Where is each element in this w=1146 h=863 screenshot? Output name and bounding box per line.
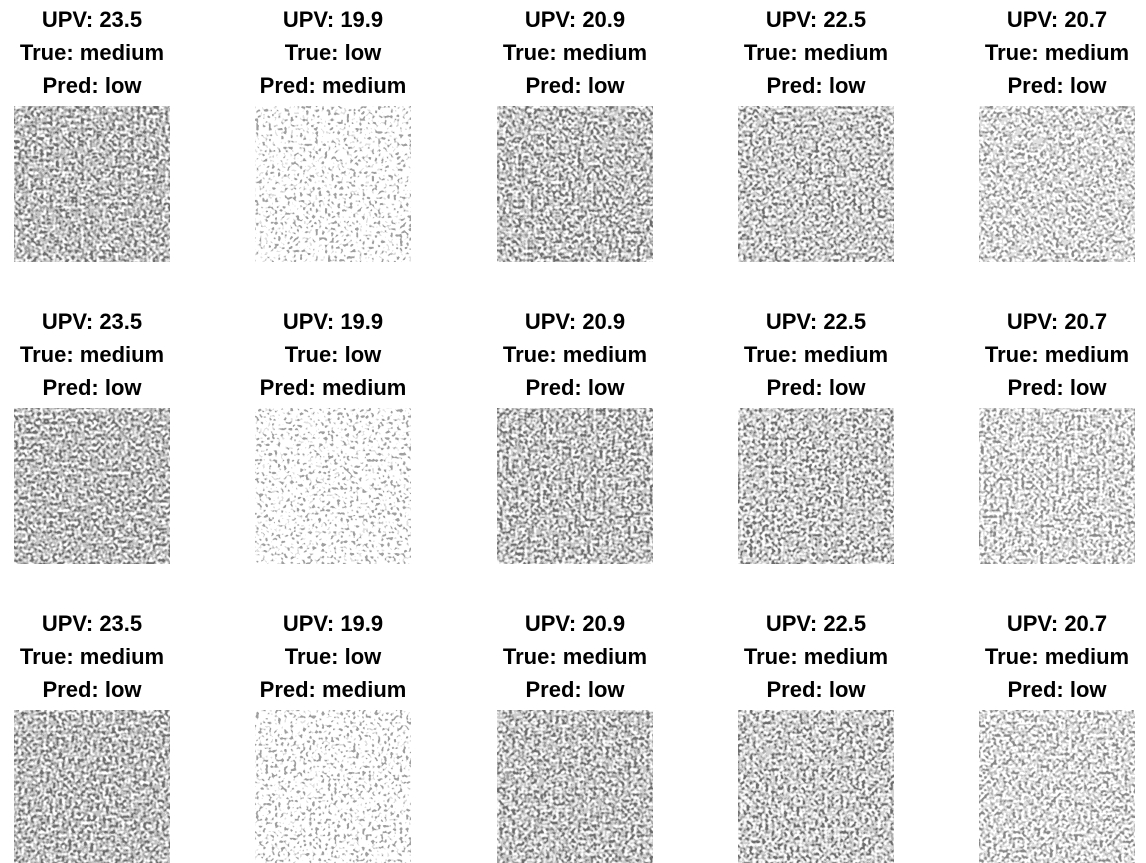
panel-title-line: True: low [285, 342, 382, 367]
panel-title-line: UPV: 23.5 [42, 611, 142, 636]
panel-title-line: True: medium [503, 644, 647, 669]
noise-image [497, 408, 653, 564]
noise-image [738, 408, 894, 564]
panel-title-line: UPV: 20.9 [525, 7, 625, 32]
panel-title-line: True: medium [744, 342, 888, 367]
panel-title-line: Pred: medium [260, 375, 407, 400]
panel-title-line: UPV: 20.9 [525, 611, 625, 636]
panel-title-line: True: medium [503, 342, 647, 367]
panel-title-line: UPV: 22.5 [766, 611, 866, 636]
panel-title-line: True: medium [20, 40, 164, 65]
panel-title-line: Pred: low [525, 677, 625, 702]
panel-title-line: True: medium [20, 342, 164, 367]
panel-title-line: UPV: 20.7 [1007, 7, 1107, 32]
noise-image [738, 106, 894, 262]
panel-title-line: Pred: low [766, 677, 866, 702]
panel-title-line: Pred: medium [260, 677, 407, 702]
panel-title-line: UPV: 20.7 [1007, 611, 1107, 636]
panel-title-line: UPV: 22.5 [766, 7, 866, 32]
panel-title-line: UPV: 23.5 [42, 309, 142, 334]
panel-title-line: True: medium [985, 342, 1129, 367]
panel-title-line: True: medium [20, 644, 164, 669]
panel-title-line: True: medium [744, 644, 888, 669]
panel-title-line: UPV: 20.9 [525, 309, 625, 334]
panel-title-line: UPV: 20.7 [1007, 309, 1107, 334]
noise-image [979, 710, 1135, 863]
panel-title-line: Pred: low [1007, 677, 1107, 702]
panel-title-line: Pred: low [42, 677, 142, 702]
figure: UPV: 23.5 True: medium Pred: low UPV: 19.9 T… [0, 0, 1146, 863]
panel-title-line: Pred: medium [260, 73, 407, 98]
noise-image [14, 106, 170, 262]
panel-title-line: Pred: low [525, 375, 625, 400]
panel-title-line: Pred: low [766, 73, 866, 98]
panel-title-line: Pred: low [1007, 73, 1107, 98]
panel-title-line: Pred: low [766, 375, 866, 400]
noise-image [497, 710, 653, 863]
noise-image [255, 106, 411, 262]
panel-title-line: True: medium [503, 40, 647, 65]
panel-title-line: Pred: low [525, 73, 625, 98]
panel-title-line: Pred: low [42, 73, 142, 98]
noise-image [14, 408, 170, 564]
noise-image [255, 710, 411, 863]
panel-title-line: Pred: low [42, 375, 142, 400]
noise-image [738, 710, 894, 863]
noise-image [14, 710, 170, 863]
panel-title-line: UPV: 23.5 [42, 7, 142, 32]
panel-title-line: Pred: low [1007, 375, 1107, 400]
panel-title-line: UPV: 22.5 [766, 309, 866, 334]
noise-image [497, 106, 653, 262]
noise-image [979, 106, 1135, 262]
panel-title-line: True: low [285, 40, 382, 65]
panel-title-line: UPV: 19.9 [283, 611, 383, 636]
noise-image [979, 408, 1135, 564]
panel-title-line: UPV: 19.9 [283, 309, 383, 334]
panel-title-line: True: medium [744, 40, 888, 65]
panel-title-line: True: medium [985, 40, 1129, 65]
panel-title-line: UPV: 19.9 [283, 7, 383, 32]
noise-image [255, 408, 411, 564]
image-grid: UPV: 23.5 True: medium Pred: low UPV: 19.9 T… [0, 0, 1146, 863]
panel-title-line: True: medium [985, 644, 1129, 669]
panel-title-line: True: low [285, 644, 382, 669]
